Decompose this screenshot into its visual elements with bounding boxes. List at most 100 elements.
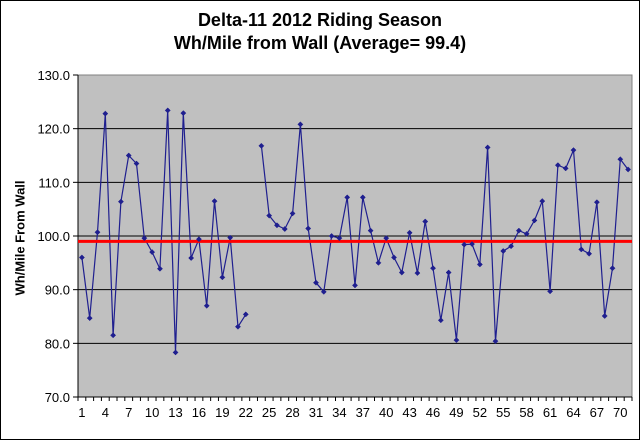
y-tick-label: 120.0 xyxy=(37,122,70,137)
data-point xyxy=(422,218,429,225)
x-tick-label: 25 xyxy=(262,405,276,420)
data-point xyxy=(391,254,397,261)
data-point xyxy=(172,349,179,356)
x-tick-label: 55 xyxy=(496,405,510,420)
x-tick-label: 28 xyxy=(285,405,299,420)
x-tick-label: 40 xyxy=(379,405,393,420)
data-point xyxy=(305,225,312,232)
data-point xyxy=(469,241,475,248)
x-tick-label: 7 xyxy=(125,405,132,420)
data-point xyxy=(453,337,460,344)
y-tick-label: 90.0 xyxy=(45,283,70,298)
x-tick-label: 52 xyxy=(473,405,487,420)
data-point xyxy=(609,265,616,272)
y-tick-label: 130.0 xyxy=(37,68,70,83)
y-tick-label: 100.0 xyxy=(37,229,70,244)
x-tick-label: 67 xyxy=(590,405,604,420)
x-tick-label: 10 xyxy=(145,405,159,420)
data-point xyxy=(593,199,600,206)
data-point xyxy=(297,121,304,128)
data-point xyxy=(336,235,343,242)
data-point xyxy=(313,279,319,286)
data-point xyxy=(125,152,132,159)
data-point xyxy=(437,317,444,324)
data-point xyxy=(383,235,390,242)
x-tick-label: 13 xyxy=(168,405,182,420)
data-point xyxy=(562,165,569,172)
data-point xyxy=(78,254,85,261)
data-point xyxy=(445,269,452,276)
data-point xyxy=(211,198,218,205)
data-point xyxy=(492,338,499,345)
data-point xyxy=(476,261,483,268)
data-point xyxy=(94,229,101,236)
data-point xyxy=(86,315,93,322)
data-point xyxy=(195,236,202,243)
data-point xyxy=(180,110,187,117)
data-point xyxy=(102,110,109,117)
x-tick-label: 58 xyxy=(519,405,533,420)
data-point xyxy=(219,274,226,281)
data-point xyxy=(352,282,358,289)
x-tick-label: 19 xyxy=(215,405,229,420)
data-point xyxy=(164,107,171,114)
data-point xyxy=(289,210,296,217)
data-point xyxy=(149,249,156,256)
data-point xyxy=(461,241,468,248)
x-tick-label: 49 xyxy=(449,405,463,420)
data-point xyxy=(586,250,593,257)
data-point xyxy=(547,288,554,295)
data-point xyxy=(578,246,585,253)
data-point xyxy=(484,144,491,151)
data-point xyxy=(601,313,608,319)
data-point xyxy=(344,194,351,201)
data-point xyxy=(539,198,546,205)
x-tick-label: 46 xyxy=(426,405,440,420)
data-point xyxy=(258,142,265,149)
x-tick-label: 70 xyxy=(613,405,627,420)
x-tick-label: 4 xyxy=(102,405,109,420)
data-point xyxy=(375,259,382,266)
data-point xyxy=(156,265,163,272)
y-tick-label: 70.0 xyxy=(45,390,70,405)
data-point xyxy=(274,222,280,229)
chart-subtitle: Wh/Mile from Wall (Average= 99.4) xyxy=(173,33,467,53)
data-point xyxy=(359,194,366,201)
data-point xyxy=(625,166,632,173)
x-tick-label: 34 xyxy=(332,405,346,420)
data-point xyxy=(531,217,538,224)
data-point xyxy=(133,160,140,167)
data-point xyxy=(320,288,327,295)
x-tick-label: 1 xyxy=(78,405,85,420)
data-point xyxy=(508,243,515,250)
data-point xyxy=(117,198,124,205)
data-point xyxy=(414,270,421,276)
x-tick-label: 37 xyxy=(356,405,370,420)
x-tick-label: 16 xyxy=(192,405,206,420)
data-point xyxy=(500,248,507,254)
data-point xyxy=(110,332,117,339)
data-point xyxy=(188,255,195,261)
x-tick-label: 22 xyxy=(239,405,253,420)
x-tick-label: 43 xyxy=(402,405,416,420)
data-point xyxy=(203,302,210,309)
chart-title: Delta-11 2012 Riding Season xyxy=(197,10,443,30)
data-point xyxy=(227,234,234,241)
data-point xyxy=(554,162,561,169)
data-point xyxy=(242,311,249,318)
data-point xyxy=(367,227,374,234)
x-tick-label: 64 xyxy=(566,405,580,420)
data-point xyxy=(515,227,522,234)
data-point xyxy=(617,156,624,163)
data-point xyxy=(235,323,241,330)
data-point xyxy=(430,265,436,272)
data-point xyxy=(266,212,273,219)
x-tick-label: 31 xyxy=(309,405,323,420)
data-point xyxy=(523,230,530,237)
series-line xyxy=(81,110,247,353)
data-point xyxy=(570,147,577,154)
x-tick-label: 61 xyxy=(543,405,557,420)
data-point xyxy=(281,226,288,232)
data-point xyxy=(141,235,148,242)
